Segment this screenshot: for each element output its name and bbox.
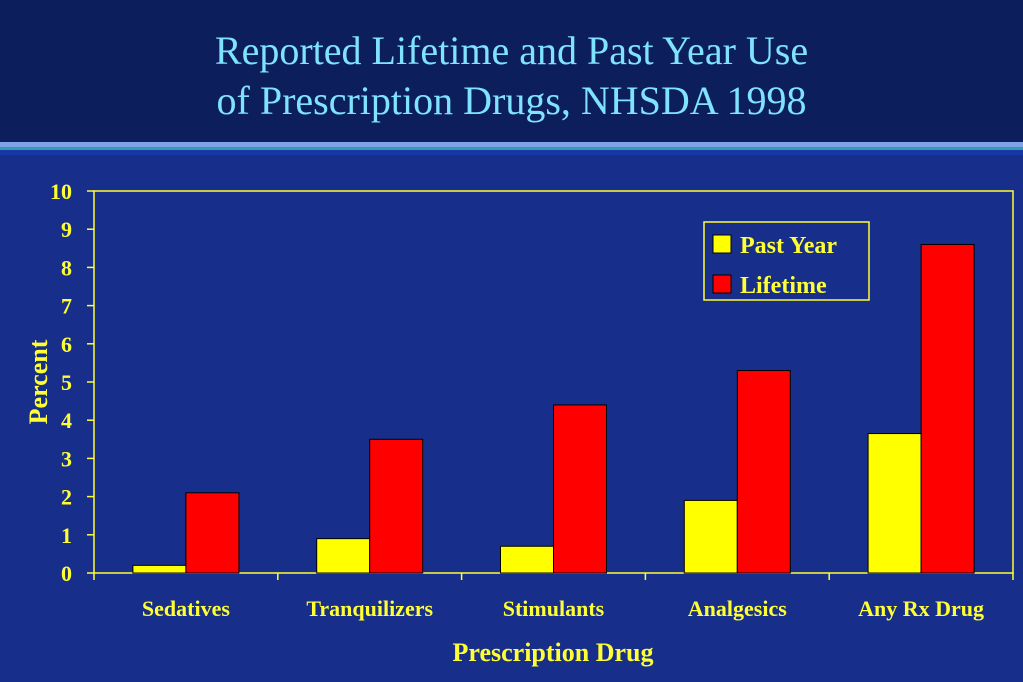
x-axis-title: Prescription Drug xyxy=(453,638,654,667)
legend-label-past-year: Past Year xyxy=(740,233,837,259)
bar-lifetime xyxy=(553,404,607,574)
divider-stripe-blue xyxy=(0,150,1023,155)
title-line-2: of Prescription Drugs, NHSDA 1998 xyxy=(216,78,807,123)
y-tick-label: 0 xyxy=(61,561,72,586)
y-tick-label: 2 xyxy=(61,485,72,510)
title-line-1: Reported Lifetime and Past Year Use xyxy=(214,28,809,73)
bar-past-year xyxy=(132,564,187,574)
y-tick-label: 8 xyxy=(61,255,72,280)
x-tick-label: Tranquilizers xyxy=(306,596,433,621)
x-tick-label: Sedatives xyxy=(142,596,230,621)
x-tick-label: Any Rx Drug xyxy=(858,596,984,621)
legend-swatch-past-year xyxy=(712,234,732,254)
y-tick-label: 5 xyxy=(61,370,72,395)
legend-swatch-lifetime xyxy=(712,274,732,294)
y-tick-label: 9 xyxy=(61,217,72,242)
bar-past-year xyxy=(867,433,922,574)
legend-label-lifetime: Lifetime xyxy=(740,273,827,299)
bar-lifetime xyxy=(920,243,975,574)
header-band xyxy=(0,0,1023,142)
y-tick-label: 6 xyxy=(61,332,72,357)
bar-lifetime xyxy=(736,370,791,574)
divider-stripe-teal xyxy=(0,147,1023,150)
legend-box xyxy=(703,221,870,301)
y-tick-label: 1 xyxy=(61,523,72,548)
divider-stripe-light xyxy=(0,142,1023,147)
bar-past-year xyxy=(683,499,738,574)
page-title: Reported Lifetime and Past Year Use of P… xyxy=(0,26,1023,126)
legend: Past Year Lifetime xyxy=(703,221,870,301)
x-tick-label: Stimulants xyxy=(503,596,605,621)
y-tick-label: 7 xyxy=(61,294,72,319)
x-tick-label: Analgesics xyxy=(688,596,787,621)
bar-past-year xyxy=(316,538,371,574)
bar-past-year xyxy=(500,545,554,574)
y-tick-label: 3 xyxy=(61,446,72,471)
y-tick-label: 4 xyxy=(61,408,72,433)
bar-lifetime xyxy=(369,438,424,574)
y-tick-label: 10 xyxy=(50,179,72,204)
bar-lifetime xyxy=(185,492,240,574)
y-axis-title: Percent xyxy=(24,339,53,424)
